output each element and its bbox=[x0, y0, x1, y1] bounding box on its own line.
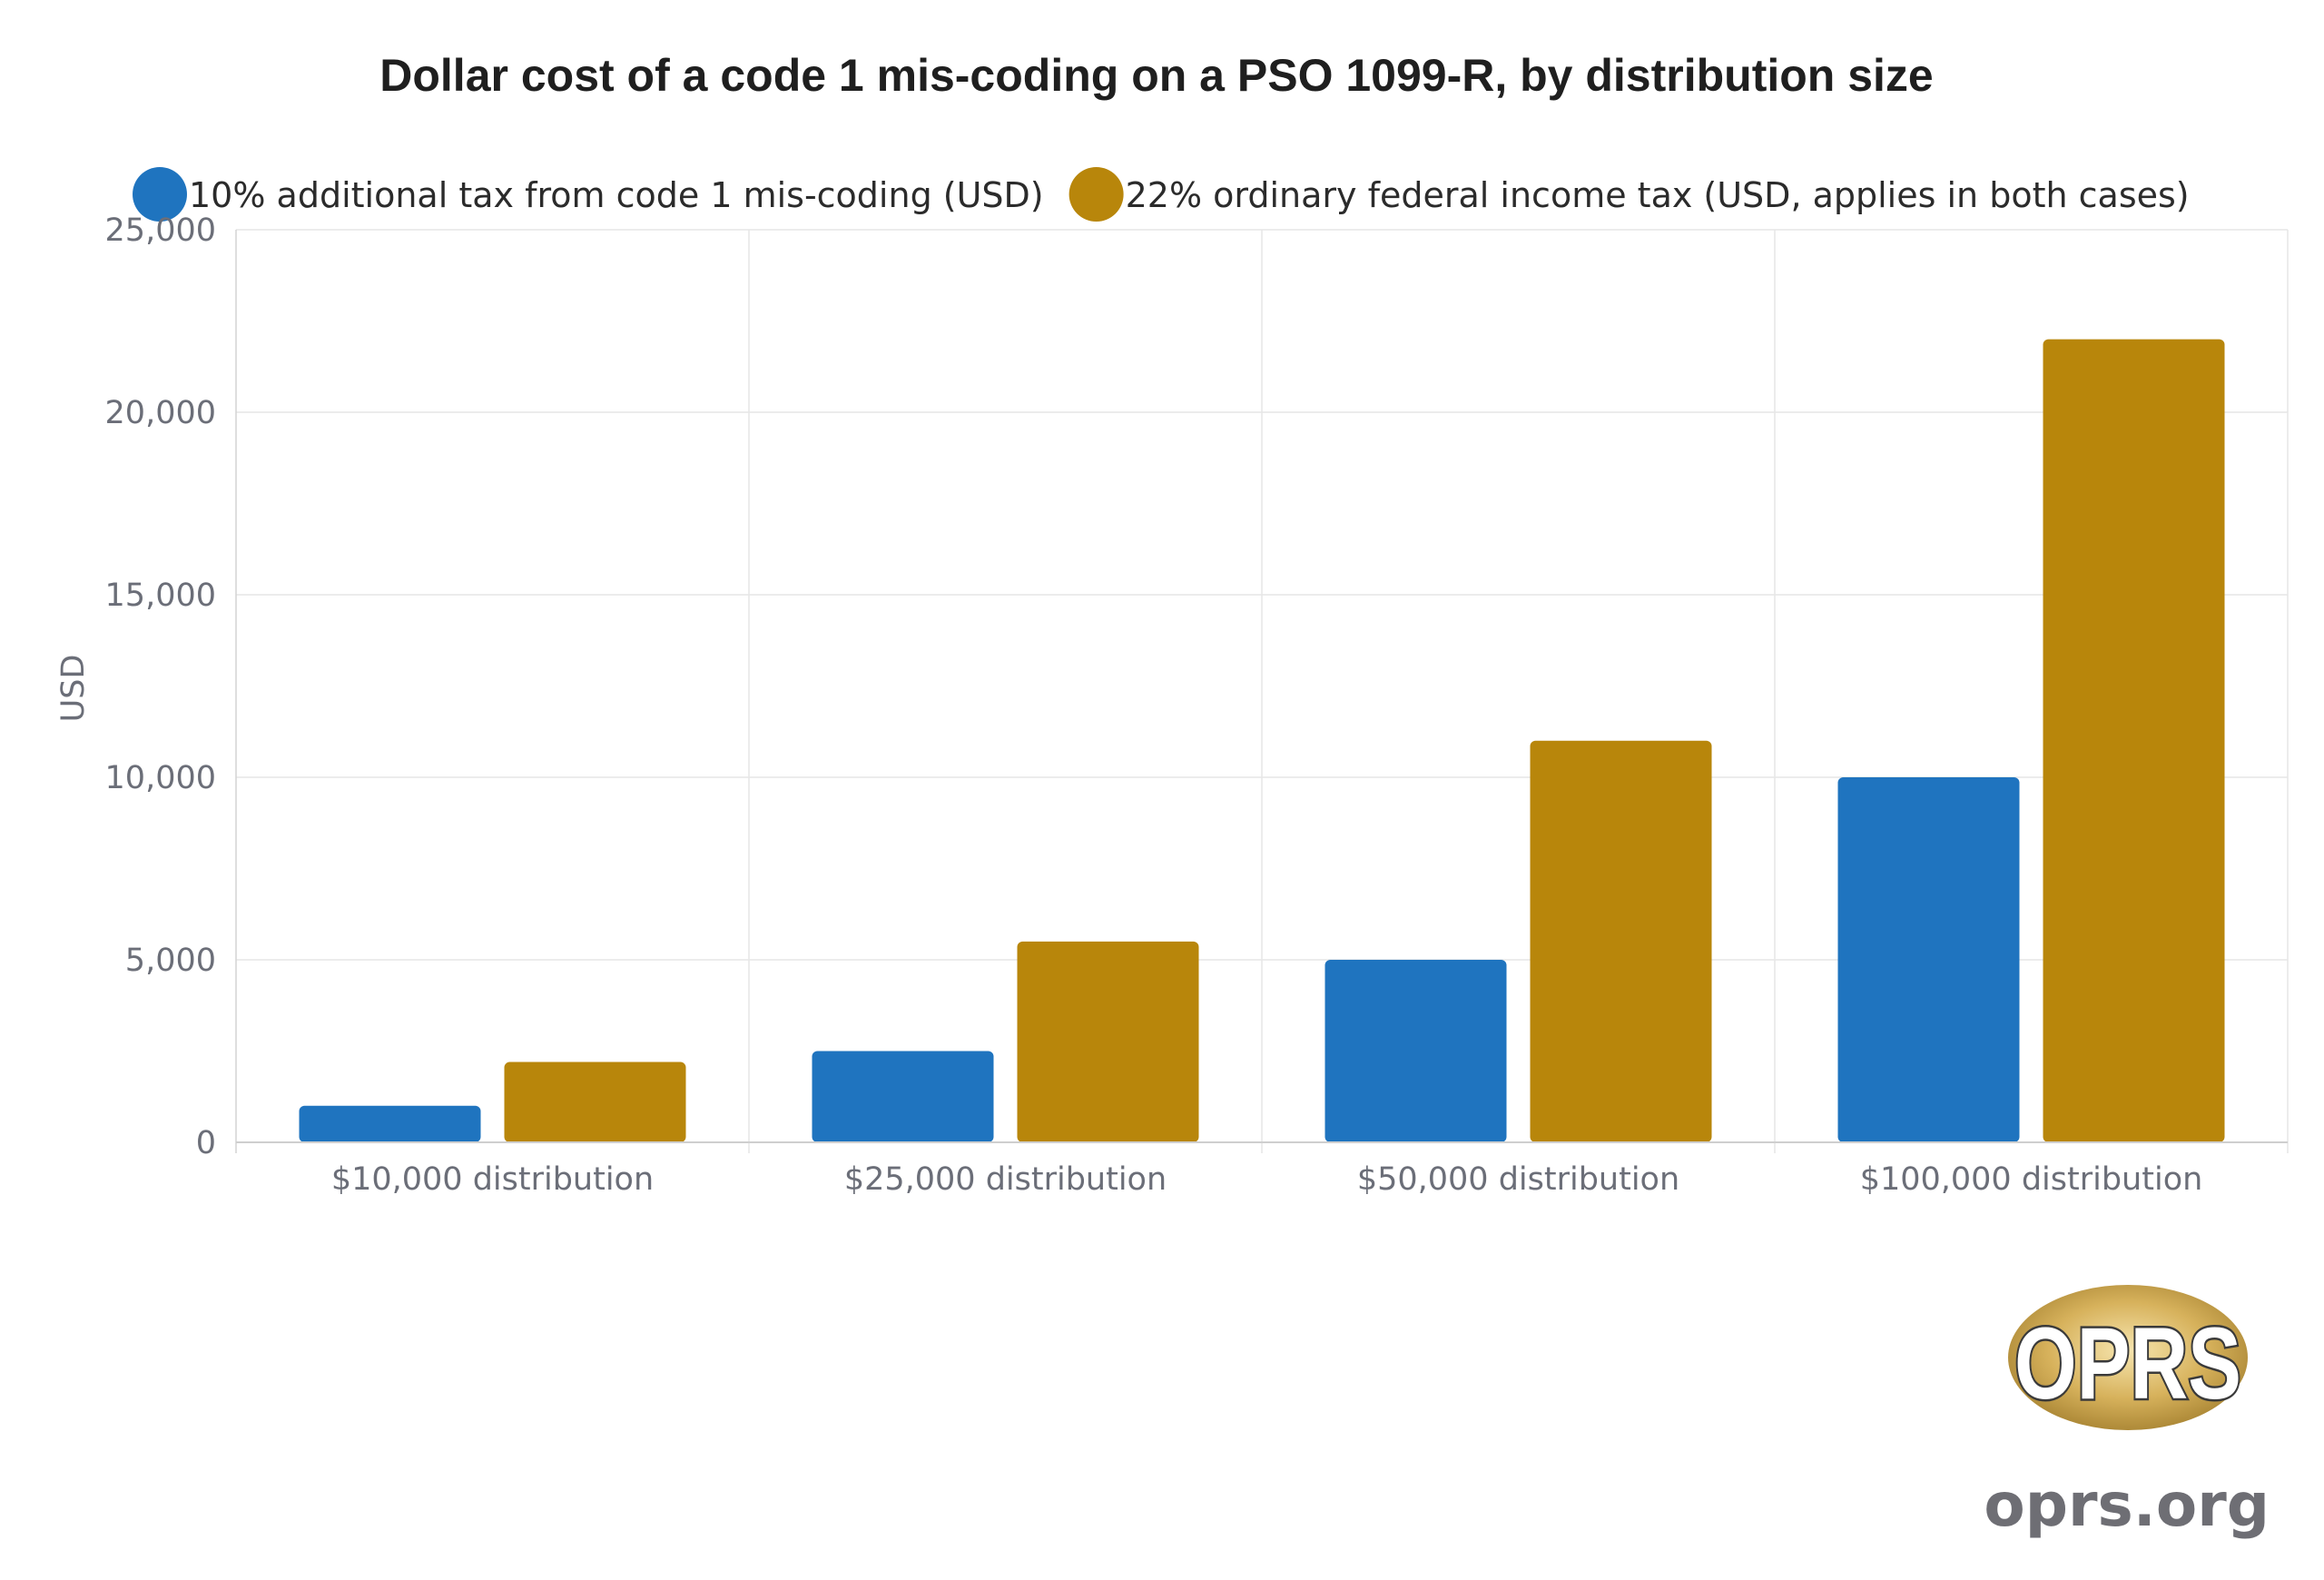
x-tick-label: $100,000 distribution bbox=[1860, 1161, 2203, 1198]
legend-swatch bbox=[133, 167, 187, 222]
bar-additional-tax-3 bbox=[1324, 960, 1507, 1142]
y-axis: 0 5,000 10,000 15,000 20,000 25,000 bbox=[105, 212, 237, 1161]
x-tick-label: $10,000 distribution bbox=[331, 1161, 654, 1198]
legend: 10% additional tax from code 1 mis-codin… bbox=[133, 167, 2190, 222]
bar-ordinary-tax-4 bbox=[2043, 339, 2225, 1143]
x-tick-label: $50,000 distribution bbox=[1357, 1161, 1679, 1198]
y-tick-label: 0 bbox=[196, 1125, 216, 1161]
y-tick-label: 20,000 bbox=[105, 395, 216, 431]
y-axis-title: USD bbox=[55, 655, 92, 723]
y-tick-label: 10,000 bbox=[105, 760, 216, 796]
bar-ordinary-tax-3 bbox=[1530, 740, 1712, 1142]
bar-additional-tax-2 bbox=[812, 1051, 994, 1142]
bar-ordinary-tax-1 bbox=[504, 1062, 686, 1142]
y-tick-label: 5,000 bbox=[125, 943, 216, 979]
logo-wordmark: OPRS bbox=[2014, 1307, 2241, 1420]
chart-title: Dollar cost of a code 1 mis-coding on a … bbox=[379, 50, 1933, 101]
bar-ordinary-tax-2 bbox=[1017, 941, 1199, 1142]
legend-swatch bbox=[1068, 167, 1124, 222]
legend-label: 22% ordinary federal income tax (USD, ap… bbox=[1126, 175, 2190, 215]
logo-badge bbox=[2008, 1285, 2248, 1430]
y-tick-label: 15,000 bbox=[105, 578, 216, 614]
bars bbox=[299, 339, 2225, 1143]
y-tick-label: 25,000 bbox=[105, 212, 216, 249]
site-url: oprs.org bbox=[1984, 1470, 2270, 1540]
legend-label: 10% additional tax from code 1 mis-codin… bbox=[189, 175, 1044, 215]
bar-additional-tax-4 bbox=[1837, 777, 2020, 1142]
x-tick-label: $25,000 distribution bbox=[844, 1161, 1167, 1198]
x-axis: $10,000 distribution $25,000 distribution… bbox=[236, 1141, 2288, 1198]
branding: OPRS oprs.org bbox=[1984, 1285, 2270, 1540]
bar-additional-tax-1 bbox=[299, 1105, 481, 1142]
